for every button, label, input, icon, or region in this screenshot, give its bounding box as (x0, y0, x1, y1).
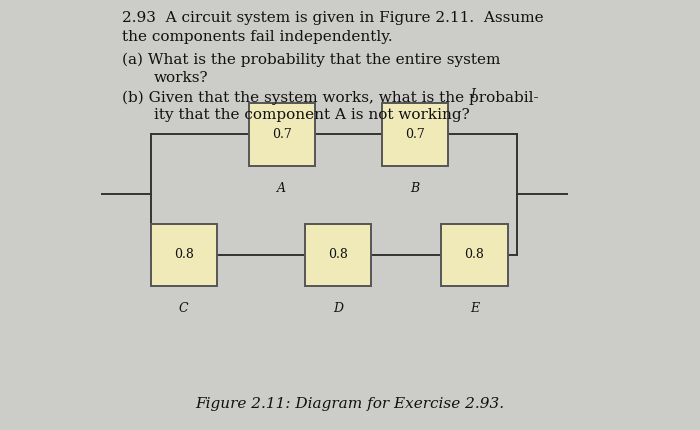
FancyBboxPatch shape (248, 103, 315, 166)
FancyBboxPatch shape (441, 224, 508, 286)
FancyBboxPatch shape (150, 224, 217, 286)
Text: (b) Given that the system works, what is the probabil-: (b) Given that the system works, what is… (122, 90, 539, 104)
Text: ity that the component A is not working?: ity that the component A is not working? (154, 108, 470, 123)
Text: 2.93  A circuit system is given in Figure 2.11.  Assume: 2.93 A circuit system is given in Figure… (122, 11, 544, 25)
Text: D: D (332, 302, 343, 315)
Text: A: A (277, 182, 286, 195)
Text: (a) What is the probability that the entire system: (a) What is the probability that the ent… (122, 52, 501, 67)
Text: Figure 2.11: Diagram for Exercise 2.93.: Figure 2.11: Diagram for Exercise 2.93. (195, 397, 505, 411)
Text: B: B (410, 182, 419, 195)
Text: the components fail independently.: the components fail independently. (122, 30, 393, 44)
FancyBboxPatch shape (304, 224, 371, 286)
Text: C: C (179, 302, 188, 315)
Text: E: E (470, 302, 479, 315)
Text: 0.7: 0.7 (405, 128, 425, 141)
Text: 0.8: 0.8 (464, 248, 484, 261)
Text: 0.8: 0.8 (174, 248, 194, 261)
FancyBboxPatch shape (382, 103, 448, 166)
Text: I: I (470, 88, 475, 101)
Text: works?: works? (154, 71, 209, 85)
Text: 0.8: 0.8 (328, 248, 348, 261)
Text: 0.7: 0.7 (272, 128, 292, 141)
